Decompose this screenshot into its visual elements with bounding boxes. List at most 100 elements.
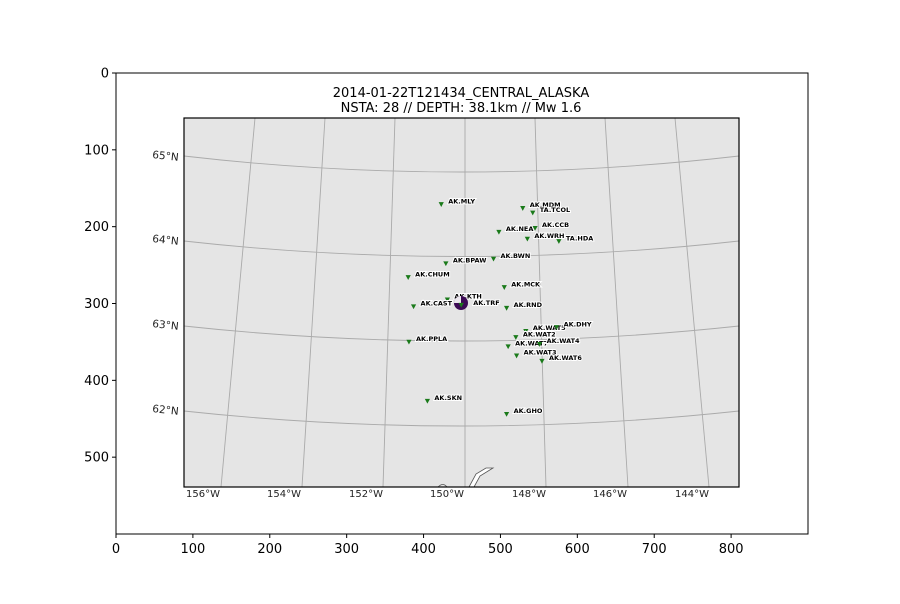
station-label: AK.KTH [454, 293, 481, 301]
y-tick-label: 0 [101, 67, 109, 82]
chart-subtitle: NSTA: 28 // DEPTH: 38.1km // Mw 1.6 [341, 101, 582, 116]
station-marker [556, 239, 562, 244]
station-marker [539, 358, 545, 364]
station-label: AK.WRH [534, 232, 564, 240]
station-marker [405, 275, 411, 280]
lon-label-154w: 154°W [267, 489, 301, 500]
station-label: AK.NEA [506, 225, 533, 233]
station-label: AK.RND [514, 301, 543, 309]
station-marker [523, 328, 529, 334]
station-marker [496, 229, 502, 235]
station-marker [537, 342, 543, 347]
x-tick-label: 800 [719, 542, 744, 557]
parallel-62n [183, 410, 740, 427]
x-tick-label: 500 [488, 542, 513, 557]
station-label: TA.TCOL [540, 206, 570, 214]
station-marker [553, 325, 560, 330]
lat-label-64n: 64°N [152, 233, 180, 248]
y-tick-label: 200 [84, 220, 109, 235]
y-tick-label: 500 [84, 451, 109, 466]
station-label: AK.WAT4 [547, 337, 580, 345]
station-marker [406, 339, 412, 345]
station-marker [513, 335, 519, 340]
lon-label-150w: 150°W [430, 489, 464, 500]
station-marker [505, 344, 511, 350]
meridian-143w [674, 117, 710, 488]
station-marker [424, 398, 430, 404]
station-label: AK.BWN [501, 252, 531, 260]
x-tick-label: 700 [642, 542, 667, 557]
meridian-145w [604, 117, 629, 488]
station-marker [520, 206, 526, 211]
graticule [183, 117, 740, 488]
event-marker: AK.TRF [454, 296, 501, 310]
station-label: AK.WAT7 [515, 340, 548, 348]
lon-label-144w: 144°W [675, 489, 709, 500]
x-axis: 0 100 200 300 400 500 600 700 800 [112, 534, 744, 557]
x-tick-label: 100 [180, 542, 205, 557]
meridian-151w [382, 117, 396, 488]
station-label: AK.WAT3 [524, 349, 557, 357]
station-label: AK.CHUM [415, 270, 450, 278]
station-label: AK.WAT2 [523, 330, 556, 338]
station-marker [501, 285, 507, 290]
x-tick-label: 600 [565, 542, 590, 557]
coastline-shape [468, 467, 495, 488]
coastline [437, 467, 495, 488]
station-marker [532, 226, 538, 231]
parallel-65n [183, 155, 740, 173]
parallel-63n [183, 325, 740, 342]
station-label: AK.BPAW [453, 257, 487, 265]
station-marker [410, 304, 417, 310]
meridian-147w [534, 117, 547, 488]
lon-label-156w: 156°W [186, 489, 220, 500]
parallel-64n [183, 240, 740, 257]
meridian-153w [301, 117, 326, 488]
latitude-labels: 65°N 64°N 63°N 62°N [152, 149, 180, 418]
x-tick-label: 300 [334, 542, 359, 557]
meridian-155w [220, 117, 256, 488]
x-tick-label: 400 [411, 542, 436, 557]
station-label: AK.SKN [434, 394, 462, 402]
event-label: AK.TRF [473, 299, 499, 307]
lon-label-146w: 146°W [593, 489, 627, 500]
station-marker [513, 353, 520, 359]
lat-label-62n: 62°N [152, 403, 180, 418]
station-label: AK.MCK [511, 280, 541, 288]
lat-label-63n: 63°N [152, 318, 180, 333]
station-marker [524, 236, 530, 242]
station-marker [490, 256, 497, 262]
station-label: AK.GHO [514, 407, 543, 415]
y-tick-label: 400 [84, 374, 109, 389]
station-marker [438, 202, 444, 207]
event-beachball-quadrant [454, 296, 461, 303]
longitude-labels: 156°W 154°W 152°W 150°W 148°W 146°W 144°… [186, 489, 709, 500]
station-label: TA.HDA [566, 234, 593, 242]
station-label: AK.MLY [448, 197, 475, 205]
y-axis: 0 100 200 300 400 500 [84, 67, 116, 466]
station-marker [503, 305, 510, 311]
station-label: AK.WAT5 [533, 324, 566, 332]
station-marker [443, 261, 449, 267]
station-label: AK.CCB [542, 221, 569, 229]
lat-label-65n: 65°N [152, 149, 180, 164]
coastline-islet [437, 484, 448, 488]
x-tick-label: 200 [257, 542, 282, 557]
y-tick-label: 100 [84, 143, 109, 158]
station-label: AK.PPLA [416, 335, 447, 343]
x-tick-label: 0 [112, 542, 120, 557]
lon-label-148w: 148°W [512, 489, 546, 500]
station-label: AK.DHY [564, 320, 592, 328]
event-station-marker [458, 302, 464, 308]
y-tick-label: 300 [84, 297, 109, 312]
station-marker [503, 411, 510, 417]
station-marker [530, 210, 536, 216]
chart-title: 2014-01-22T121434_CENTRAL_ALASKA [333, 86, 590, 101]
station-label: AK.MDM [530, 201, 561, 209]
map-border [183, 117, 740, 488]
lon-label-152w: 152°W [349, 489, 383, 500]
